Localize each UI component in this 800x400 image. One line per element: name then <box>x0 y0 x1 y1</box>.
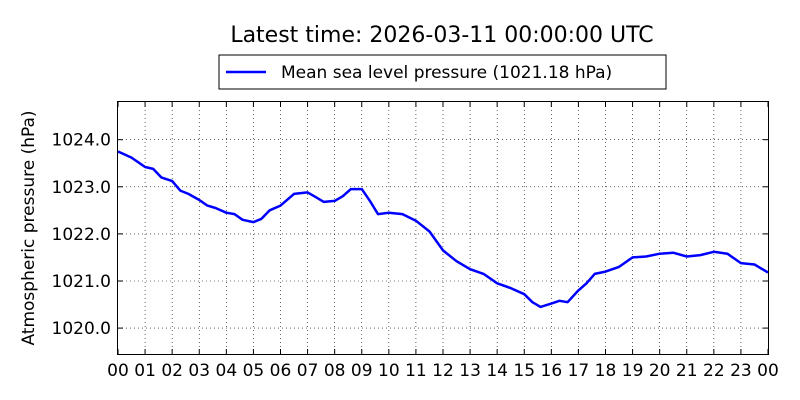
x-axis: 00 01 02 03 04 05 06 07 08 09 10 11 12 13 14 15 16 17 18 19… <box>107 102 779 381</box>
legend: Mean sea level pressure (1021.18 hPa) <box>218 54 667 90</box>
y-tick-label: 1022.0 <box>52 225 111 245</box>
x-tick-label: 20 <box>649 361 671 381</box>
legend-label: Mean sea level pressure (1021.18 hPa) <box>281 63 612 83</box>
plot-frame <box>117 101 769 355</box>
x-tick-label: 00 <box>757 361 779 381</box>
y-tick-label: 1021.0 <box>52 272 111 292</box>
x-tick-label: 18 <box>595 361 617 381</box>
x-tick-label: 14 <box>486 361 508 381</box>
x-tick-label: 09 <box>351 361 373 381</box>
x-tick-label: 17 <box>568 361 590 381</box>
x-tick-label: 07 <box>297 361 319 381</box>
x-tick-label: 23 <box>730 361 752 381</box>
y-tick-label: 1023.0 <box>52 178 111 198</box>
chart-title: Latest time: 2026-03-11 00:00:00 UTC <box>230 23 653 48</box>
x-tick-label: 00 <box>107 361 129 381</box>
grid <box>118 102 768 354</box>
x-tick-label: 08 <box>324 361 346 381</box>
x-tick-label: 15 <box>513 361 535 381</box>
y-tick-label: 1024.0 <box>52 131 111 151</box>
x-tick-label: 19 <box>622 361 644 381</box>
x-tick-label: 02 <box>161 361 183 381</box>
series-layer <box>117 150 769 309</box>
y-axis-label: Atmospheric pressure (hPa) <box>19 110 39 345</box>
x-tick-label: 22 <box>703 361 725 381</box>
x-tick-label: 01 <box>134 361 156 381</box>
x-tick-label: 06 <box>270 361 292 381</box>
x-tick-label: 11 <box>405 361 427 381</box>
y-axis: 1020.0 1021.0 1022.0 1023.0 1024.0 <box>52 131 768 339</box>
x-tick-label: 03 <box>188 361 210 381</box>
x-tick-label: 12 <box>432 361 454 381</box>
series-line-mslp <box>117 150 769 309</box>
x-tick-label: 10 <box>378 361 400 381</box>
x-tick-label: 16 <box>541 361 563 381</box>
x-tick-label: 13 <box>459 361 481 381</box>
x-tick-label: 21 <box>676 361 698 381</box>
x-tick-label: 04 <box>216 361 238 381</box>
x-tick-label: 05 <box>243 361 265 381</box>
y-tick-label: 1020.0 <box>52 319 111 339</box>
legend-box <box>218 54 667 90</box>
